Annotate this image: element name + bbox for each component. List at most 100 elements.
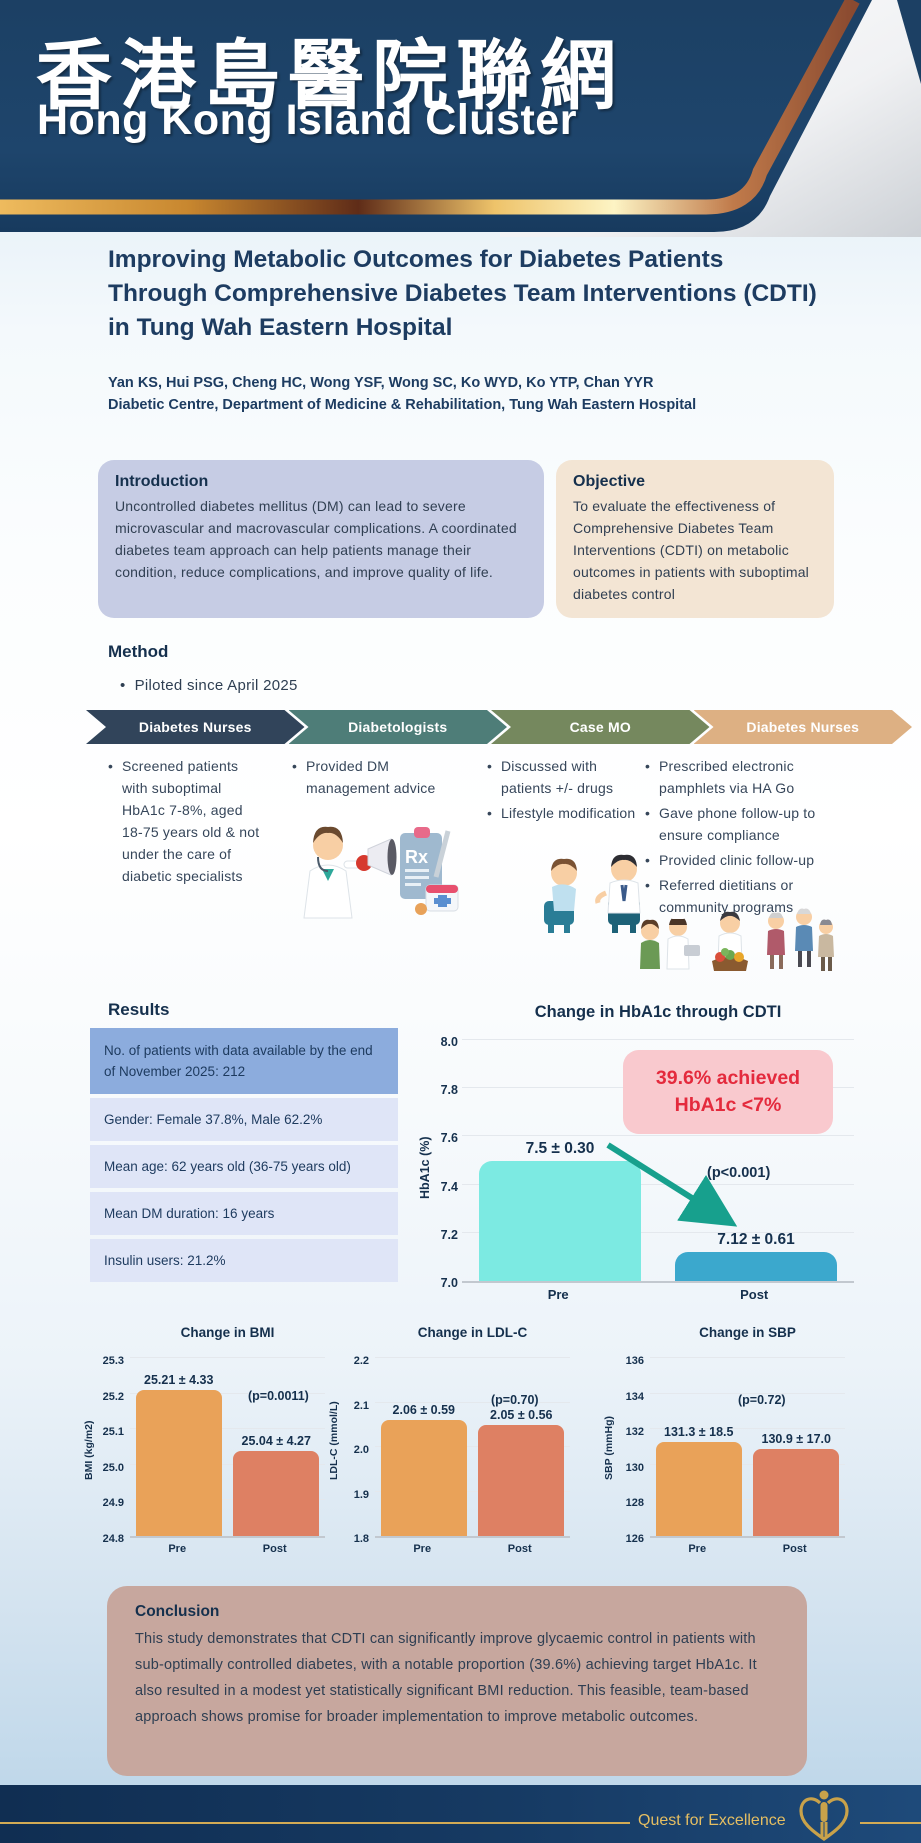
introduction-body: Uncontrolled diabetes mellitus (DM) can … [115,498,517,580]
y-tick-label: 1.9 [353,1488,369,1501]
method-column-case-mo: Discussed with patients +/- drugs Lifest… [487,755,639,827]
introduction-box: Introduction Uncontrolled diabetes melli… [98,460,544,618]
highlight-line-2: HbA1c <7% [674,1094,782,1116]
plot-area: 2.06 ± 0.59 2.05 ± 0.56 [375,1357,570,1538]
y-axis: 2.2 2.1 2.0 1.9 1.8 [325,1355,369,1545]
chart-title: Change in LDL-C [417,1325,528,1340]
gridline [375,1401,570,1403]
y-tick-label: 24.8 [102,1533,124,1545]
affiliation-line: Diabetic Centre, Department of Medicine … [108,397,697,413]
table-row-age: Mean age: 62 years old (36-75 years old) [90,1145,398,1188]
y-tick-label: 1.8 [353,1533,369,1545]
gridline [130,1392,325,1394]
y-tick-label: 128 [625,1497,644,1510]
gridline [375,1446,570,1447]
gold-ribbon [0,0,860,215]
y-tick-label: 136 [625,1355,644,1367]
y-tick-label: 24.9 [102,1497,124,1510]
poster-title-line1: Improving Metabolic Outcomes for Diabete… [108,246,724,273]
bmi-chart: Change in BMI BMI (kg/m2) 25.3 25.2 25.1 25… [80,1322,360,1572]
objective-heading: Objective [573,473,646,490]
x-label-pre: Pre [168,1543,187,1555]
introduction-heading: Introduction [115,473,209,490]
x-label-post: Post [507,1543,532,1555]
gridline [462,1231,854,1233]
bullet-item: Provided clinic follow-up [645,849,837,871]
header-ribbon-graphic [0,0,921,237]
y-tick-label: 25.3 [102,1355,124,1367]
gridline [650,1392,845,1394]
doctor-megaphone-illustration: Rx [303,826,459,919]
step-arrow-label: Diabetes Nurses [138,719,252,735]
y-tick-label: 25.2 [102,1390,124,1403]
step-arrow-label: Diabetologists [348,719,448,735]
pre-bar [135,1390,222,1536]
gridline [650,1499,845,1501]
table-header-row: No. of patients with data available by t… [90,1028,398,1094]
footer-motto: Quest for Excellence [638,1812,786,1829]
table-row-insulin: Insulin users: 21.2% [90,1239,398,1282]
org-name-en: Hong Kong Island Cluster [37,96,577,144]
gridline [462,1135,854,1137]
conclusion-body: This study demonstrates that CDTI can si… [135,1631,757,1725]
post-bar [675,1252,837,1281]
pre-bar-group: 25.21 ± 4.33 [135,1358,222,1536]
step-arrow-label: Diabetes Nurses [746,719,860,735]
post-bar-value: 2.05 ± 0.56 [490,1407,553,1422]
post-bar [478,1424,565,1536]
hba1c-chart: Change in HbA1c through CDTI HbA1c (%) 8… [410,995,918,1320]
poster-title-line2: Through Comprehensive Diabetes Team Inte… [108,280,817,307]
corner-sliver [897,0,921,84]
gridline [375,1490,570,1492]
chart-title: Change in SBP [699,1325,796,1340]
post-bar-group: 25.04 ± 4.27 [233,1358,320,1536]
pre-bar-value: 7.5 ± 0.30 [525,1139,595,1157]
p-value-label: (p=0.70) [491,1393,539,1407]
x-label-pre: Pre [688,1543,707,1555]
highlight-line-1: 39.6% achieved [655,1067,801,1089]
ldl-chart: Change in LDL-C LDL-C (mmol/L) 2.2 2.1 2.0… [325,1322,605,1572]
pre-bar-group: 2.06 ± 0.59 [380,1358,467,1536]
method-column-screening: Screened patients with suboptimal HbA1c … [108,755,266,890]
post-bar-group: 2.05 ± 0.56 [478,1358,565,1536]
x-label-post: Post [740,1287,769,1302]
y-tick-label: 7.6 [440,1131,458,1146]
chart-title: Change in HbA1c through CDTI [534,1003,782,1021]
step-arrow-diabetes-nurses-1: Diabetes Nurses [86,710,305,744]
x-label-pre: Pre [547,1287,569,1302]
table-row-duration: Mean DM duration: 16 years [90,1192,398,1235]
bullet-item: Provided DM management advice [292,755,460,799]
y-tick-label: 2.2 [353,1355,369,1367]
post-bar-value: 25.04 ± 4.27 [241,1433,311,1448]
y-tick-label: 25.1 [102,1426,124,1439]
conclusion-box: Conclusion This study demonstrates that … [107,1586,807,1776]
bullet-item: Referred dietitians or community program… [645,874,837,918]
org-name-zh: 香港島醫院聯網 [36,34,624,119]
pre-bar [655,1441,742,1536]
authors-block: Yan KS, Hui PSG, Cheng HC, Wong YSF, Won… [108,372,696,416]
y-tick-label: 25.0 [102,1461,124,1474]
x-label-post: Post [262,1543,287,1555]
y-tick-label: 126 [625,1533,644,1545]
y-tick-label: 2.0 [353,1444,369,1456]
y-tick-label: 7.2 [440,1227,458,1242]
step-arrow-diabetologists: Diabetologists [289,710,508,744]
p-value-label: (p<0.001) [707,1165,771,1181]
poster-title: Improving Metabolic Outcomes for Diabete… [108,243,848,345]
highlight-box: 39.6% achieved HbA1c <7% [623,1050,833,1134]
pre-bar-value: 25.21 ± 4.33 [144,1373,214,1388]
pre-bar-value: 131.3 ± 18.5 [664,1424,734,1439]
gridline [650,1357,845,1358]
method-column-diabetologists: Provided DM management advice [292,755,460,802]
footer-gold-line-right [860,1822,921,1824]
objective-box: Objective To evaluate the effectiveness … [556,460,834,618]
gridline [462,1039,854,1040]
pre-bar [479,1160,641,1281]
gridline [130,1428,325,1430]
gridline [650,1463,845,1465]
conclusion-heading: Conclusion [135,1603,220,1620]
pre-bar-group: 131.3 ± 18.5 [655,1358,742,1536]
gridline [130,1357,325,1358]
y-tick-label: 132 [625,1426,644,1439]
pre-bar-value: 2.06 ± 0.59 [392,1403,455,1418]
